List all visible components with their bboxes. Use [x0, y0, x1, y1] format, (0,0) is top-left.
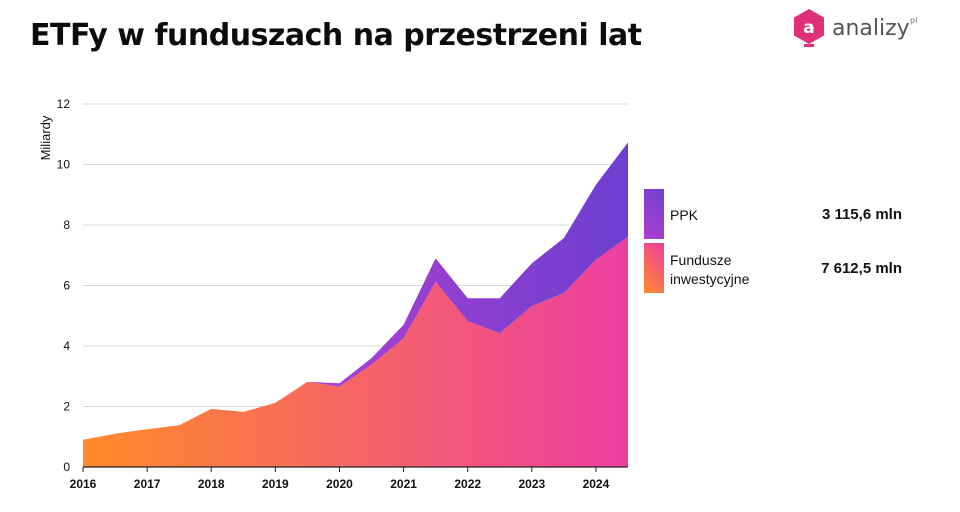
legend-value-ppk: 3 115,6 mln: [821, 206, 902, 223]
y-tick-label: 10: [57, 158, 71, 172]
legend-label-fundusze: Fundusze inwestycyjne: [670, 252, 750, 287]
y-tick-label: 2: [63, 400, 70, 414]
x-tick-label: 2018: [198, 477, 225, 491]
y-tick-label: 12: [57, 97, 71, 111]
logo-superscript: pl: [910, 16, 918, 25]
svg-text:a: a: [803, 18, 814, 38]
x-tick-label: 2017: [134, 477, 161, 491]
y-tick-label: 4: [63, 339, 70, 353]
legend-label-ppk: PPK: [670, 207, 699, 223]
legend-swatch-fundusze: [644, 243, 664, 293]
legend-value-fundusze: 7 612,5 mln: [821, 260, 902, 277]
x-tick-label: 2022: [454, 477, 481, 491]
x-tick-label: 2016: [70, 477, 97, 491]
legend-swatch-ppk: [644, 189, 664, 239]
y-axis: 0 2 4 6 8 10 12: [57, 97, 71, 474]
x-axis: 2016 2017 2018 2019 2020 2021 2022 2023 2024: [70, 466, 628, 491]
x-tick-label: 2024: [583, 477, 610, 491]
area-series: [83, 142, 628, 467]
y-tick-label: 8: [63, 218, 70, 232]
x-tick-label: 2021: [390, 477, 417, 491]
y-axis-title: Miliardy: [38, 115, 53, 160]
y-tick-label: 6: [63, 279, 70, 293]
x-tick-label: 2020: [326, 477, 353, 491]
analizy-logo-icon: a: [794, 9, 824, 47]
x-tick-label: 2019: [262, 477, 289, 491]
analizy-logo: a analizy pl: [792, 8, 932, 48]
y-tick-label: 0: [63, 460, 70, 474]
area-fundusze-inwestycyjne: [83, 236, 628, 467]
x-tick-label: 2023: [518, 477, 545, 491]
chart-title: ETFy w funduszach na przestrzeni lat: [30, 18, 642, 53]
area-ppk: [83, 142, 628, 440]
logo-text: analizy: [832, 16, 910, 41]
